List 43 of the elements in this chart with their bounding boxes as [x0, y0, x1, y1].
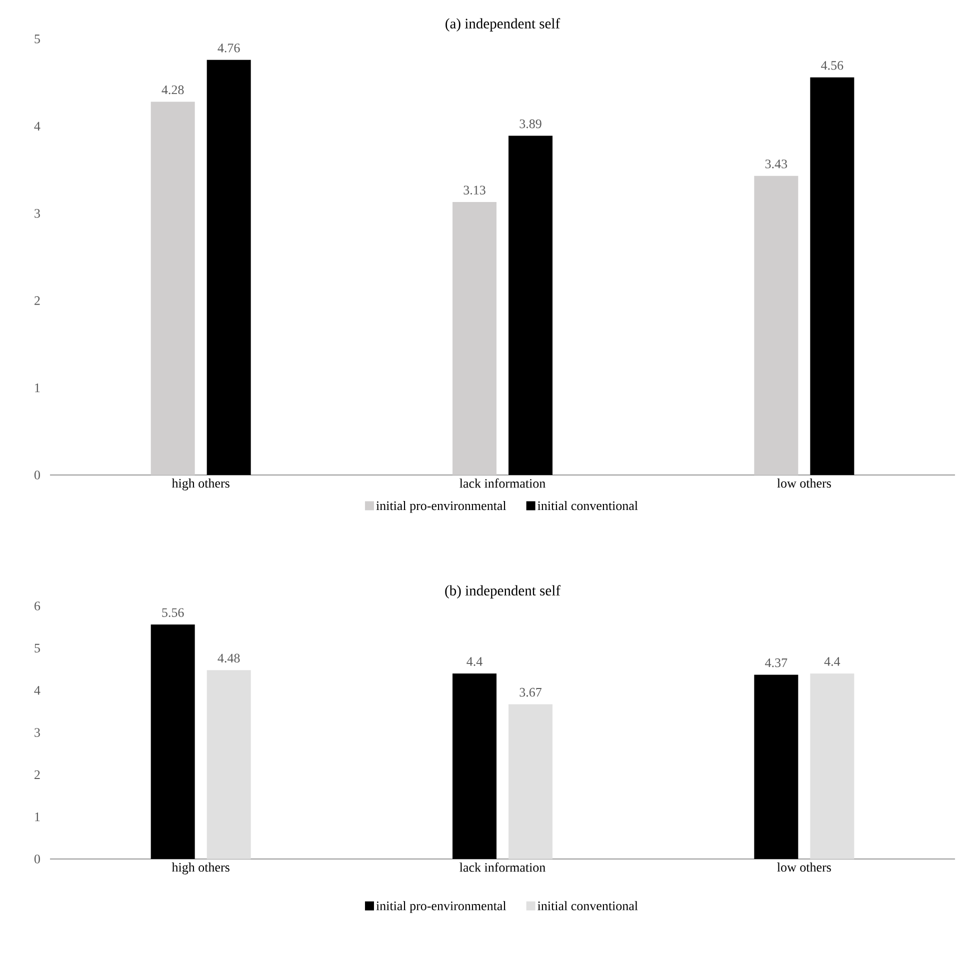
x-tick-label: low others	[777, 862, 831, 872]
y-tick-label: 1	[35, 812, 40, 822]
bar	[206, 670, 251, 859]
x-tick-label: high others	[172, 862, 230, 874]
bar	[508, 704, 553, 859]
y-tick-label: 4	[34, 686, 40, 695]
y-tick-label: 3	[34, 728, 40, 737]
data-label: 4.56	[821, 61, 844, 70]
x-tick-label: low others	[777, 478, 831, 488]
data-label: 4.28	[162, 85, 184, 94]
y-tick-label: 0	[34, 854, 40, 864]
y-tick-label: 2	[34, 296, 40, 305]
data-label: 3.67	[520, 688, 542, 697]
bar	[452, 202, 497, 475]
chart-title: (a) independent self	[446, 18, 560, 32]
data-label: 3.13	[464, 186, 486, 195]
bar	[810, 673, 854, 859]
x-tick-label: lack information	[460, 478, 546, 488]
data-label: 4.48	[218, 654, 240, 663]
data-label: 4.76	[218, 44, 240, 52]
bar	[150, 102, 195, 475]
legend-label: initial conventional	[538, 901, 638, 910]
y-tick-label: 1	[35, 384, 40, 392]
x-tick-label: high others	[172, 478, 230, 490]
data-label: 5.56	[162, 608, 184, 618]
data-label: 4.4	[466, 657, 482, 666]
data-label: 4.4	[824, 657, 840, 666]
y-tick-label: 5	[34, 34, 40, 44]
data-label: 4.37	[765, 658, 788, 668]
y-tick-label: 2	[34, 770, 40, 779]
data-label: 3.43	[765, 160, 788, 168]
y-tick-label: 0	[34, 470, 40, 480]
y-tick-label: 3	[34, 209, 40, 218]
y-tick-label: 4	[34, 122, 40, 130]
y-tick-label: 6	[34, 602, 40, 610]
data-label: 3.89	[520, 119, 542, 128]
legend-label: initial pro-environmental	[376, 501, 506, 513]
x-tick-label: lack information	[460, 862, 546, 872]
chart-title: (b) independent self	[445, 585, 560, 598]
bar	[754, 176, 798, 475]
y-tick-label: 5	[34, 644, 40, 652]
legend-label: initial pro-environmental	[376, 901, 506, 913]
legend-label: initial conventional	[538, 501, 638, 510]
